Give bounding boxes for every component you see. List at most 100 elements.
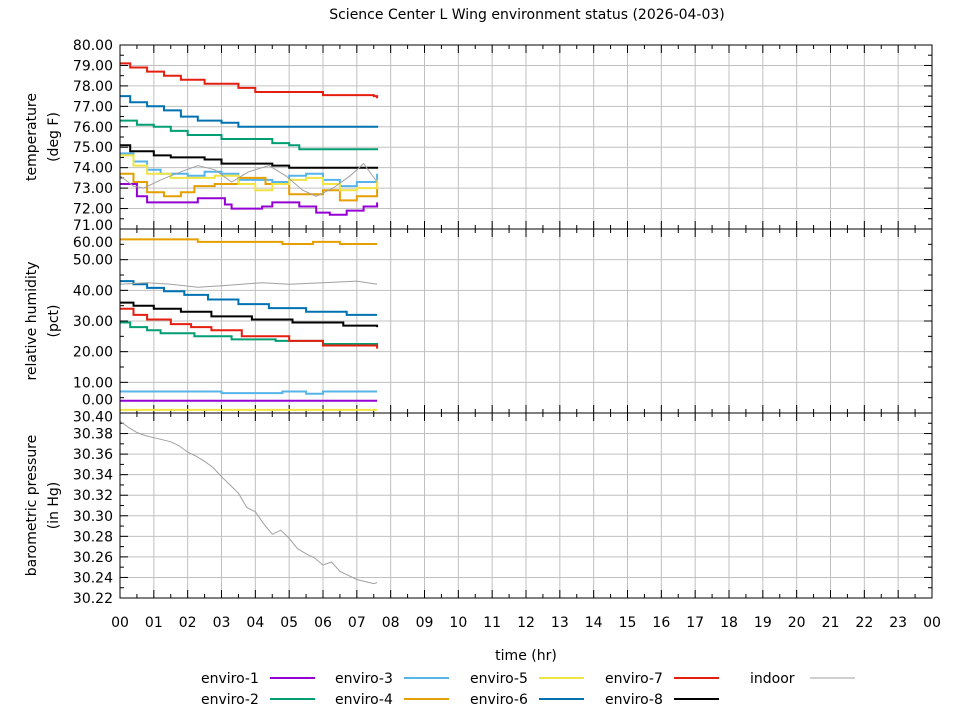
series-line-enviro-6: [120, 95, 379, 128]
legend-item-enviro-2: enviro-2: [201, 692, 315, 708]
y-tick-label: 30.24: [73, 570, 113, 586]
x-tick-label: 22: [855, 615, 873, 631]
panel-border: [119, 412, 933, 599]
x-tick-label: 21: [822, 615, 840, 631]
legend-item-enviro-7: enviro-7: [605, 671, 719, 687]
x-tick-label: 16: [652, 615, 670, 631]
x-tick-label: 14: [585, 615, 603, 631]
series-line-enviro-3: [120, 390, 378, 395]
y-tick-label: 30.40: [73, 410, 113, 426]
x-tick-label: 03: [213, 615, 231, 631]
panel-1: 0.00 10.00 20.00 30.00 40.00 50.00 60.00 relati…: [24, 228, 933, 414]
legend-item-enviro-3: enviro-3: [335, 671, 449, 687]
y-tick-label: 30.36: [73, 447, 113, 463]
legend-label: enviro-4: [335, 692, 393, 708]
x-tick-label: 07: [348, 615, 366, 631]
series-line-enviro-7: [120, 307, 379, 349]
x-tick-label: 01: [145, 615, 163, 631]
y-tick-label: 76.00: [73, 120, 113, 136]
y-tick-label: 77.00: [73, 99, 113, 115]
y-axis-label-line: temperature: [24, 93, 40, 181]
y-tick-label: 75.00: [73, 140, 113, 156]
x-tick-label: 08: [382, 615, 400, 631]
x-tick-label: 23: [889, 615, 907, 631]
series-line-indoor: [120, 162, 378, 197]
y-axis-label-line: (deg F): [46, 112, 62, 162]
series-line-enviro-1: [120, 183, 379, 216]
series-line-enviro-8: [120, 144, 379, 169]
y-axis-label: barometric pressure (in Hg): [24, 435, 62, 576]
y-tick-label: 73.00: [73, 181, 113, 197]
legend-item-indoor: indoor: [750, 671, 855, 687]
legend-label: enviro-3: [335, 671, 393, 687]
legend-label: enviro-7: [605, 671, 663, 687]
series-line-enviro-4: [120, 172, 379, 202]
x-tick-label: 04: [246, 615, 264, 631]
y-axis-label-line: relative humidity: [24, 261, 40, 380]
legend-item-enviro-4: enviro-4: [335, 692, 449, 708]
y-tick-label: 78.00: [73, 79, 113, 95]
x-axis-label: time (hr): [495, 648, 557, 664]
x-tick-label: 09: [416, 615, 434, 631]
y-tick-label: 74.00: [73, 161, 113, 177]
y-axis-label: relative humidity (pct): [24, 261, 62, 380]
x-tick-label: 06: [314, 615, 332, 631]
y-tick-label: 50.00: [73, 253, 113, 269]
y-tick-label: 30.38: [73, 427, 113, 443]
legend-item-enviro-6: enviro-6: [470, 692, 584, 708]
y-axis-label-line: (pct): [46, 305, 62, 338]
series-line-enviro-7: [120, 62, 379, 99]
y-tick-label: 10.00: [73, 375, 113, 391]
x-tick-label: 11: [483, 615, 501, 631]
legend-item-enviro-1: enviro-1: [201, 671, 315, 687]
x-tick-label: 00: [923, 615, 941, 631]
y-tick-label: 40.00: [73, 283, 113, 299]
legend-item-enviro-5: enviro-5: [470, 671, 584, 687]
chart-title: Science Center L Wing environment status…: [329, 7, 725, 23]
legend: enviro-1 enviro-2 enviro-3 enviro-4 enviro-5…: [201, 671, 855, 708]
legend-label: enviro-8: [605, 692, 663, 708]
series-line-indoor: [120, 420, 378, 585]
series-line-enviro-5: [120, 154, 379, 192]
x-tick-label: 00: [111, 615, 129, 631]
x-tick-label: 18: [720, 615, 738, 631]
y-tick-label: 30.00: [73, 314, 113, 330]
y-tick-label: 30.34: [73, 468, 113, 484]
x-tick-label: 02: [179, 615, 197, 631]
x-tick-label: 20: [788, 615, 806, 631]
series-line-enviro-2: [120, 119, 379, 151]
y-tick-label: 0.00: [82, 393, 113, 409]
x-tick-label: 15: [619, 615, 637, 631]
series-line-enviro-2: [120, 321, 379, 346]
x-tick-label: 19: [754, 615, 772, 631]
legend-label: enviro-5: [470, 671, 528, 687]
legend-label: enviro-6: [470, 692, 528, 708]
series-line-enviro-6: [120, 280, 378, 316]
x-tick-label: 10: [449, 615, 467, 631]
y-tick-label: 30.28: [73, 529, 113, 545]
y-tick-label: 60.00: [73, 235, 113, 251]
y-tick-label: 71.00: [73, 218, 113, 234]
y-axis-label-line: barometric pressure: [24, 435, 40, 576]
y-tick-label: 30.26: [73, 550, 113, 566]
x-tick-label: 17: [686, 615, 704, 631]
panel-2: 30.22 30.24 30.26 30.28 30.30 30.32 30.34 30.36…: [24, 410, 933, 607]
y-tick-label: 80.00: [73, 38, 113, 54]
series-line-indoor: [120, 280, 378, 288]
series-line-enviro-4: [120, 238, 378, 245]
legend-label: enviro-1: [201, 671, 259, 687]
x-tick-label: 12: [517, 615, 535, 631]
y-tick-label: 30.32: [73, 488, 113, 504]
legend-item-enviro-8: enviro-8: [605, 692, 719, 708]
y-axis-label-line: (in Hg): [46, 482, 62, 530]
y-tick-label: 30.30: [73, 509, 113, 525]
series-line-enviro-8: [120, 301, 379, 328]
x-tick-label: 05: [280, 615, 298, 631]
y-tick-label: 30.22: [73, 591, 113, 607]
y-axis-label: temperature (deg F): [24, 93, 62, 181]
y-tick-label: 20.00: [73, 345, 113, 361]
x-tick-label: 13: [551, 615, 569, 631]
legend-label: enviro-2: [201, 692, 259, 708]
